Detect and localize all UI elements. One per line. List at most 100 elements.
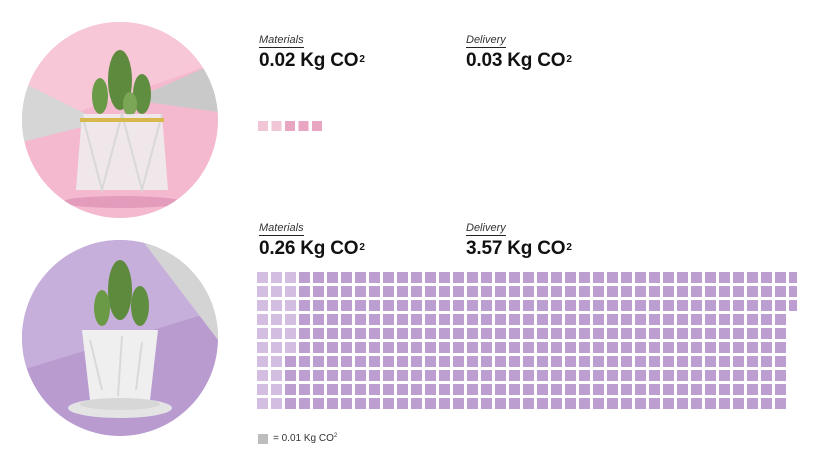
waffle-square-delivery: [341, 328, 352, 339]
waffle-square-delivery: [523, 286, 534, 297]
waffle-square-delivery: [537, 314, 548, 325]
waffle-square-delivery: [551, 314, 562, 325]
waffle-square-delivery: [621, 286, 632, 297]
waffle-square-delivery: [607, 286, 618, 297]
waffle-square-delivery: [621, 384, 632, 395]
waffle-square-delivery: [775, 328, 786, 339]
waffle-square-delivery: [621, 272, 632, 283]
waffle-square-delivery: [439, 300, 450, 311]
waffle-square-delivery: [761, 342, 772, 353]
waffle-square-delivery: [733, 300, 744, 311]
waffle-square-delivery: [551, 356, 562, 367]
waffle-square-delivery: [439, 314, 450, 325]
waffle-square-delivery: [677, 328, 688, 339]
waffle-square-delivery: [635, 328, 646, 339]
waffle-square-delivery: [649, 342, 660, 353]
waffle-square-delivery: [341, 286, 352, 297]
waffle-square-delivery: [733, 272, 744, 283]
waffle-square-delivery: [411, 384, 422, 395]
waffle-square-delivery: [383, 342, 394, 353]
waffle-square-delivery: [523, 370, 534, 381]
waffle-square-delivery: [313, 370, 324, 381]
waffle-square-delivery: [425, 398, 436, 409]
waffle-square-delivery: [397, 314, 408, 325]
delivery-metric-2: Delivery 3.57 Kg CO2: [466, 218, 572, 259]
waffle-square-delivery: [313, 272, 324, 283]
waffle-square-delivery: [719, 272, 730, 283]
waffle-square-materials: [271, 398, 282, 409]
waffle-square-delivery: [481, 384, 492, 395]
waffle-square-delivery: [425, 328, 436, 339]
waffle-square-delivery: [761, 272, 772, 283]
waffle-square-delivery: [761, 398, 772, 409]
waffle-square-delivery: [453, 286, 464, 297]
waffle-square-delivery: [691, 356, 702, 367]
waffle-square-materials: [271, 384, 282, 395]
waffle-square-delivery: [663, 328, 674, 339]
waffle-square-delivery: [747, 384, 758, 395]
legend-swatch: [258, 433, 268, 444]
waffle-square-delivery: [579, 272, 590, 283]
waffle-square-delivery: [537, 370, 548, 381]
waffle-square-delivery: [579, 314, 590, 325]
waffle-square-delivery: [789, 300, 797, 311]
waffle-square-delivery: [285, 384, 296, 395]
waffle-square-delivery: [509, 300, 520, 311]
waffle-square-delivery: [299, 356, 310, 367]
waffle-square-materials: [285, 272, 296, 283]
waffle-square-delivery: [411, 370, 422, 381]
waffle-square-delivery: [299, 300, 310, 311]
waffle-square-delivery: [551, 286, 562, 297]
waffle-square-delivery: [733, 356, 744, 367]
waffle-square-delivery: [565, 272, 576, 283]
delivery-value: 3.57 Kg CO2: [466, 238, 572, 259]
waffle-square-delivery: [663, 314, 674, 325]
waffle-square-delivery: [495, 370, 506, 381]
waffle-chart-2: [257, 272, 797, 409]
waffle-square-delivery: [635, 272, 646, 283]
waffle-square-delivery: [509, 356, 520, 367]
product-photo-ceramic-pot: [22, 240, 218, 436]
waffle-square-delivery: [467, 356, 478, 367]
waffle-square-delivery: [719, 328, 730, 339]
waffle-square-delivery: [719, 370, 730, 381]
waffle-square-delivery: [551, 300, 562, 311]
waffle-square-delivery: [565, 398, 576, 409]
waffle-square-delivery: [509, 328, 520, 339]
waffle-square-delivery: [467, 342, 478, 353]
waffle-square-delivery: [621, 314, 632, 325]
waffle-square-delivery: [453, 342, 464, 353]
waffle-square-delivery: [425, 300, 436, 311]
waffle-square-delivery: [355, 272, 366, 283]
materials-metric-1: Materials 0.02 Kg CO2: [259, 30, 365, 71]
materials-label: Materials: [259, 34, 304, 48]
waffle-square-delivery: [621, 342, 632, 353]
waffle-square-delivery: [663, 384, 674, 395]
waffle-square-delivery: [355, 356, 366, 367]
waffle-square-delivery: [327, 300, 338, 311]
waffle-square-delivery: [593, 356, 604, 367]
waffle-square-delivery: [299, 314, 310, 325]
legend: = 0.01 Kg CO2: [258, 433, 337, 444]
waffle-square-delivery: [327, 342, 338, 353]
waffle-square-delivery: [677, 398, 688, 409]
waffle-square-delivery: [411, 272, 422, 283]
waffle-square-delivery: [607, 356, 618, 367]
waffle-square-delivery: [747, 300, 758, 311]
waffle-square-delivery: [509, 342, 520, 353]
waffle-square-delivery: [607, 328, 618, 339]
waffle-square-delivery: [509, 286, 520, 297]
waffle-square-delivery: [523, 356, 534, 367]
waffle-square-delivery: [691, 370, 702, 381]
waffle-square-delivery: [551, 370, 562, 381]
waffle-square-materials: [257, 370, 268, 381]
waffle-square-delivery: [439, 342, 450, 353]
waffle-square-delivery: [495, 300, 506, 311]
waffle-square-delivery: [425, 356, 436, 367]
waffle-square-delivery: [761, 328, 772, 339]
waffle-square-delivery: [747, 328, 758, 339]
waffle-square-delivery: [719, 384, 730, 395]
waffle-square-delivery: [439, 272, 450, 283]
waffle-square-delivery: [425, 272, 436, 283]
waffle-square-delivery: [691, 286, 702, 297]
